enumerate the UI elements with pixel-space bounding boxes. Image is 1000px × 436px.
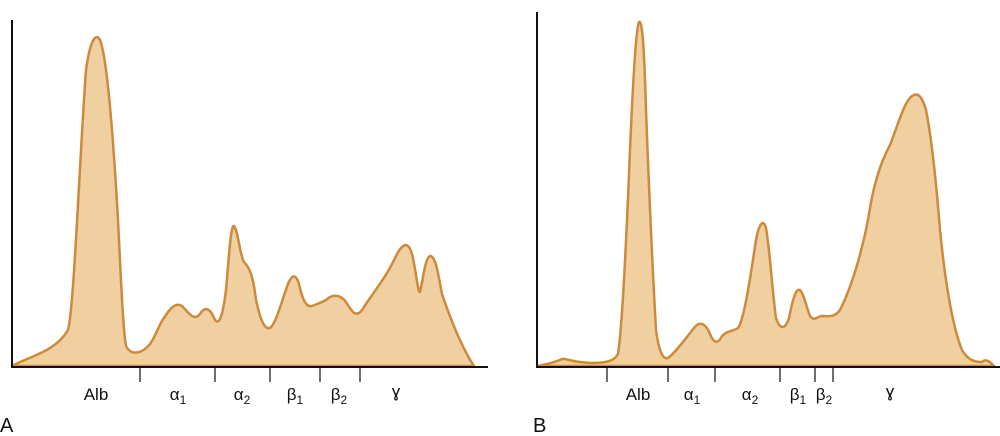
panel-b-band-beta1: β1 [790,385,807,407]
panel-a-label: A [0,415,14,436]
panel-b: Alb α1 α2 β1 β2 ɣ B [533,12,1000,436]
panel-a-band-alpha2: α2 [234,385,251,407]
panel-a-band-beta2: β2 [331,385,348,407]
panel-a: Alb α1 α2 β1 β2 ɣ A [0,20,488,436]
panel-b-band-alb: Alb [626,385,651,404]
panel-a-curve [12,37,474,366]
panel-a-band-alpha1: α1 [170,385,187,407]
panel-a-band-alb: Alb [84,385,109,404]
panel-b-band-beta2: β2 [816,385,833,407]
panel-b-curve [537,22,994,366]
panel-b-label: B [533,415,546,436]
panel-b-band-gamma: ɣ [886,382,895,401]
panel-a-band-gamma: ɣ [392,382,401,401]
panel-b-band-alpha2: α2 [742,385,759,407]
panel-b-band-alpha1: α1 [684,385,701,407]
panel-a-band-beta1: β1 [287,385,304,407]
